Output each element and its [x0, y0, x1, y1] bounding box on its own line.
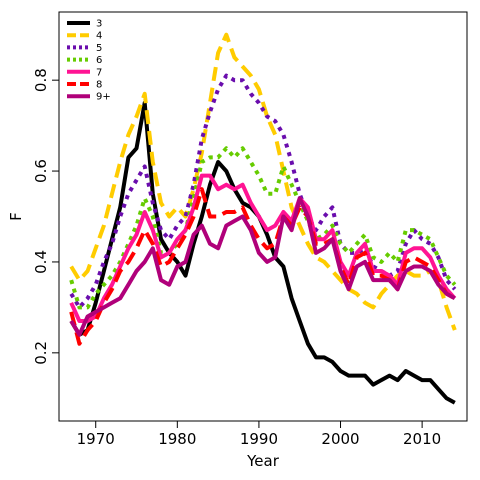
x-axis-title: Year: [246, 452, 280, 470]
x-axis: 1970 1980 1990 2000 2010: [77, 421, 441, 448]
legend-label: 4: [96, 31, 102, 42]
x-tick-label: 1970: [77, 430, 115, 448]
legend-label: 3: [96, 19, 102, 30]
x-tick-label: 1990: [240, 430, 278, 448]
series-line-4: [69, 32, 457, 331]
y-tick-label: 0.2: [32, 341, 50, 365]
y-tick-label: 0.4: [32, 250, 50, 274]
y-axis: 0.2 0.4 0.6 0.8: [32, 68, 59, 365]
x-tick-label: 2000: [321, 430, 359, 448]
legend-label: 9+: [96, 92, 111, 103]
legend-label: 8: [96, 80, 102, 91]
series-line-9plus: [69, 196, 456, 337]
y-tick-label: 0.6: [32, 159, 50, 183]
legend-label: 7: [96, 67, 102, 78]
y-axis-title: F: [7, 212, 25, 221]
legend-label: 5: [96, 43, 102, 54]
plot-frame: [58, 11, 468, 422]
series-line-7: [69, 173, 457, 323]
x-tick-label: 2010: [403, 430, 441, 448]
x-tick-label: 1980: [158, 430, 196, 448]
series-layer: [69, 32, 457, 405]
legend-label: 6: [96, 55, 102, 66]
y-tick-label: 0.8: [32, 68, 50, 92]
series-line-6: [69, 146, 457, 310]
